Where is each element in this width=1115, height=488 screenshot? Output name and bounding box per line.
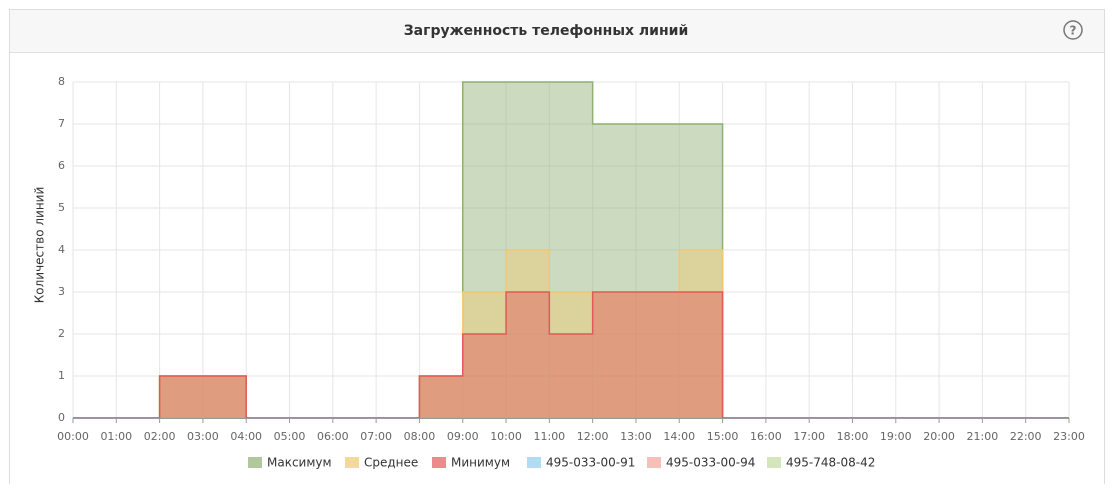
legend-label: Минимум bbox=[451, 456, 510, 470]
step-fill bbox=[159, 376, 203, 418]
x-tick-label: 11:00 bbox=[533, 430, 565, 443]
step-fill bbox=[419, 376, 463, 418]
x-tick-label: 05:00 bbox=[274, 430, 306, 443]
legend-swatch bbox=[527, 457, 541, 468]
y-tick-label: 3 bbox=[58, 285, 65, 298]
legend-label: 495-748-08-42 bbox=[786, 456, 875, 470]
step-fill bbox=[159, 376, 203, 418]
y-tick-label: 4 bbox=[58, 243, 65, 256]
x-tick-label: 23:00 bbox=[1053, 430, 1085, 443]
step-fill bbox=[462, 292, 507, 418]
step-fill bbox=[419, 376, 463, 418]
step-fill bbox=[592, 292, 636, 418]
x-tick-label: 13:00 bbox=[620, 430, 652, 443]
y-tick-label: 6 bbox=[58, 159, 65, 172]
step-fill bbox=[506, 292, 550, 418]
x-tick-label: 10:00 bbox=[490, 430, 522, 443]
legend-swatch bbox=[432, 457, 446, 468]
step-fill bbox=[462, 82, 507, 418]
y-tick-label: 2 bbox=[58, 327, 65, 340]
panel-header bbox=[10, 10, 1104, 52]
x-tick-label: 14:00 bbox=[663, 430, 695, 443]
x-tick-label: 02:00 bbox=[144, 430, 176, 443]
step-fill bbox=[549, 292, 593, 418]
x-tick-label: 16:00 bbox=[750, 430, 782, 443]
x-tick-label: 12:00 bbox=[577, 430, 609, 443]
x-tick-label: 21:00 bbox=[967, 430, 999, 443]
legend-swatch bbox=[647, 457, 661, 468]
x-tick-label: 07:00 bbox=[360, 430, 392, 443]
legend-label: Максимум bbox=[267, 456, 332, 470]
step-fill bbox=[506, 250, 550, 418]
x-tick-label: 06:00 bbox=[317, 430, 349, 443]
legend-swatch bbox=[767, 457, 781, 468]
step-fill bbox=[635, 292, 680, 418]
x-tick-label: 08:00 bbox=[404, 430, 436, 443]
step-fill bbox=[202, 376, 247, 418]
y-tick-label: 8 bbox=[58, 75, 65, 88]
x-tick-label: 03:00 bbox=[187, 430, 219, 443]
step-fill bbox=[592, 292, 636, 418]
x-tick-label: 04:00 bbox=[230, 430, 262, 443]
y-tick-label: 1 bbox=[58, 369, 65, 382]
legend-label: 495-033-00-91 bbox=[546, 456, 635, 470]
step-fill bbox=[419, 376, 463, 418]
step-fill bbox=[202, 376, 247, 418]
help-icon[interactable]: ? bbox=[1063, 20, 1083, 40]
x-tick-label: 01:00 bbox=[100, 430, 132, 443]
x-tick-label: 19:00 bbox=[880, 430, 912, 443]
legend-label: 495-033-00-94 bbox=[666, 456, 755, 470]
panel-frame bbox=[9, 9, 1105, 488]
legend-label: Среднее bbox=[364, 456, 418, 470]
legend-swatch bbox=[345, 457, 359, 468]
legend-swatch bbox=[248, 457, 262, 468]
step-fill bbox=[549, 82, 593, 418]
x-tick-label: 09:00 bbox=[447, 430, 479, 443]
step-fill bbox=[679, 292, 723, 418]
step-fill bbox=[202, 376, 247, 418]
y-tick-label: 0 bbox=[58, 411, 65, 424]
step-fill bbox=[635, 292, 680, 418]
y-axis-label: Количество линий bbox=[33, 187, 47, 304]
x-tick-label: 22:00 bbox=[1010, 430, 1042, 443]
step-fill bbox=[159, 376, 203, 418]
y-tick-label: 7 bbox=[58, 117, 65, 130]
step-fill bbox=[549, 334, 593, 418]
x-tick-label: 00:00 bbox=[57, 430, 89, 443]
x-tick-label: 18:00 bbox=[837, 430, 869, 443]
step-fill bbox=[679, 250, 723, 418]
x-tick-label: 17:00 bbox=[793, 430, 825, 443]
x-tick-label: 20:00 bbox=[923, 430, 955, 443]
svg-text:?: ? bbox=[1070, 24, 1077, 38]
chart-title: Загруженность телефонных линий bbox=[404, 23, 689, 39]
step-fill bbox=[592, 124, 636, 418]
step-fill bbox=[679, 124, 723, 418]
y-tick-label: 5 bbox=[58, 201, 65, 214]
step-fill bbox=[635, 124, 680, 418]
x-tick-label: 15:00 bbox=[707, 430, 739, 443]
step-fill bbox=[462, 334, 507, 418]
